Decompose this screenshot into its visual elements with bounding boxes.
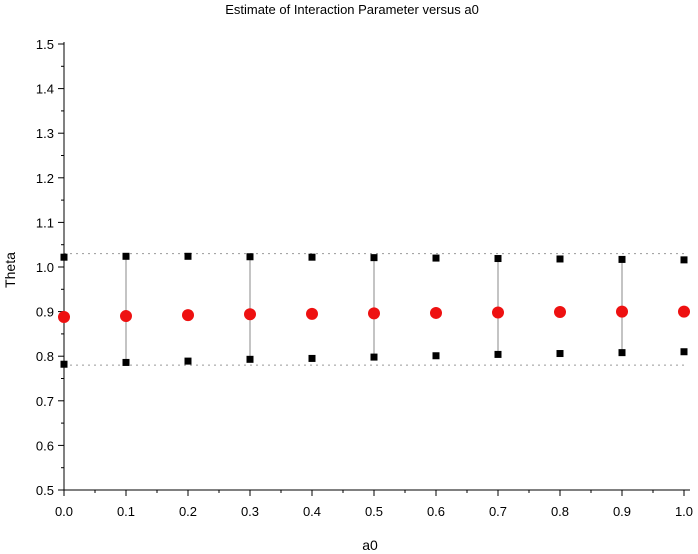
upper-bound-marker [246,253,254,261]
lower-bound-marker [370,353,378,361]
upper-bound-marker [556,255,564,263]
x-tick-label: 0.8 [551,504,569,519]
x-tick-label: 0.3 [241,504,259,519]
lower-bound-marker [556,350,564,358]
x-tick-label: 0.9 [613,504,631,519]
x-tick-label: 1.0 [675,504,693,519]
estimate-point [616,305,628,318]
estimate-point [182,309,194,322]
upper-bound-marker [122,252,130,260]
estimate-point [554,306,566,319]
x-tick-label: 0.0 [55,504,73,519]
estimate-point [306,307,318,320]
lower-bound-marker [246,355,254,363]
lower-bound-marker [122,358,130,366]
upper-bound-marker [308,253,316,261]
x-tick-label: 0.6 [427,504,445,519]
estimate-point [430,306,442,319]
lower-bound-marker [494,350,502,358]
y-axis-title: Theta [2,252,18,288]
y-tick-label: 0.9 [36,305,54,320]
lower-bound-marker [184,357,192,365]
estimate-point [368,307,380,320]
y-tick-label: 0.7 [36,394,54,409]
y-tick-label: 1.4 [36,82,54,97]
lower-bound-marker [60,360,68,368]
x-tick-label: 0.2 [179,504,197,519]
estimate-point [492,306,504,319]
lower-bound-marker [618,349,626,357]
bound-markers [60,252,688,368]
upper-bound-marker [370,254,378,262]
y-tick-label: 1.1 [36,215,54,230]
y-tick-label: 0.8 [36,349,54,364]
lower-bound-marker [432,352,440,360]
lower-bound-marker [680,348,688,356]
x-axis-title: a0 [362,537,378,553]
estimate-point [244,308,256,321]
y-tick-label: 1.3 [36,126,54,141]
x-tick-label: 0.4 [303,504,321,519]
estimate-point [678,305,690,318]
estimate-points [58,305,690,323]
y-tick-label: 0.5 [36,483,54,498]
axes: 0.5 0.6 0.7 0.8 0.9 1.0 1.1 1.2 1.3 1.4 1.5 0.0 0.1 0… [36,37,693,519]
whiskers [125,256,623,363]
upper-bound-marker [618,255,626,263]
upper-bound-marker [494,255,502,263]
y-tick-label: 1.5 [36,37,54,52]
upper-bound-marker [60,253,68,261]
upper-bound-marker [184,252,192,260]
y-tick-label: 0.6 [36,438,54,453]
estimate-point [120,310,132,323]
upper-bound-marker [680,256,688,264]
x-tick-label: 0.7 [489,504,507,519]
upper-bound-marker [432,254,440,262]
chart-title: Estimate of Interaction Parameter versus… [225,2,479,17]
x-tick-label: 0.1 [117,504,135,519]
reference-lines [64,253,684,366]
y-tick-label: 1.0 [36,260,54,275]
lower-bound-marker [308,354,316,362]
x-tick-label: 0.5 [365,504,383,519]
estimate-point [58,310,70,323]
y-tick-label: 1.2 [36,171,54,186]
